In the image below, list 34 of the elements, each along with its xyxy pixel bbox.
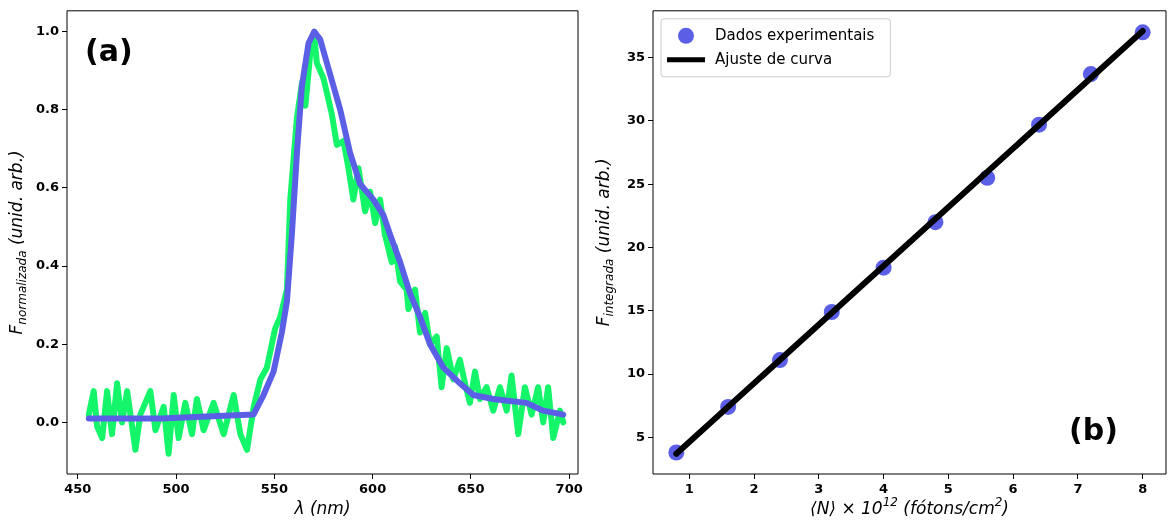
x-tick-label: 4 [879, 481, 889, 497]
annotation: (b) [1069, 411, 1118, 447]
x-tick-label: 7 [1073, 481, 1083, 497]
y-tick-label: 0.2 [35, 335, 59, 351]
x-tick-label: 1 [684, 481, 694, 497]
y-tick-label: 20 [626, 238, 645, 254]
y-tick-label: 15 [626, 302, 645, 318]
x-tick-label: 450 [64, 481, 92, 497]
y-tick-label: 25 [626, 175, 645, 191]
y-tick-label: 10 [626, 365, 645, 381]
x-axis-title: λ (nm) [293, 498, 351, 519]
x-tick-label: 650 [457, 481, 485, 497]
x-tick-label: 600 [359, 481, 387, 497]
x-tick-label: 700 [555, 481, 583, 497]
y-axis-title: Fnormalizada (unid. arb.) [6, 150, 30, 335]
y-tick-label: 0.6 [35, 179, 59, 195]
y-tick-label: 30 [626, 112, 645, 128]
legend-label: Ajuste de curva [715, 49, 833, 68]
y-tick-label: 1.0 [35, 22, 59, 38]
x-tick-label: 2 [749, 481, 759, 497]
x-tick-label: 550 [260, 481, 288, 497]
x-tick-label: 5 [943, 481, 953, 497]
y-tick-label: 0.8 [35, 101, 59, 117]
y-tick-label: 5 [635, 428, 645, 444]
x-tick-label: 3 [814, 481, 824, 497]
y-tick-label: 35 [626, 49, 645, 64]
x-tick-label: 8 [1138, 481, 1148, 497]
y-tick-label: 0.0 [35, 413, 59, 429]
legend-label: Dados experimentais [715, 25, 875, 44]
y-axis-title: Fintegrada (unid. arb.) [593, 158, 617, 327]
y-tick-label: 0.4 [35, 257, 59, 273]
annotation: (a) [85, 32, 133, 68]
x-tick-label: 500 [162, 481, 190, 497]
x-tick-label: 6 [1008, 481, 1018, 497]
